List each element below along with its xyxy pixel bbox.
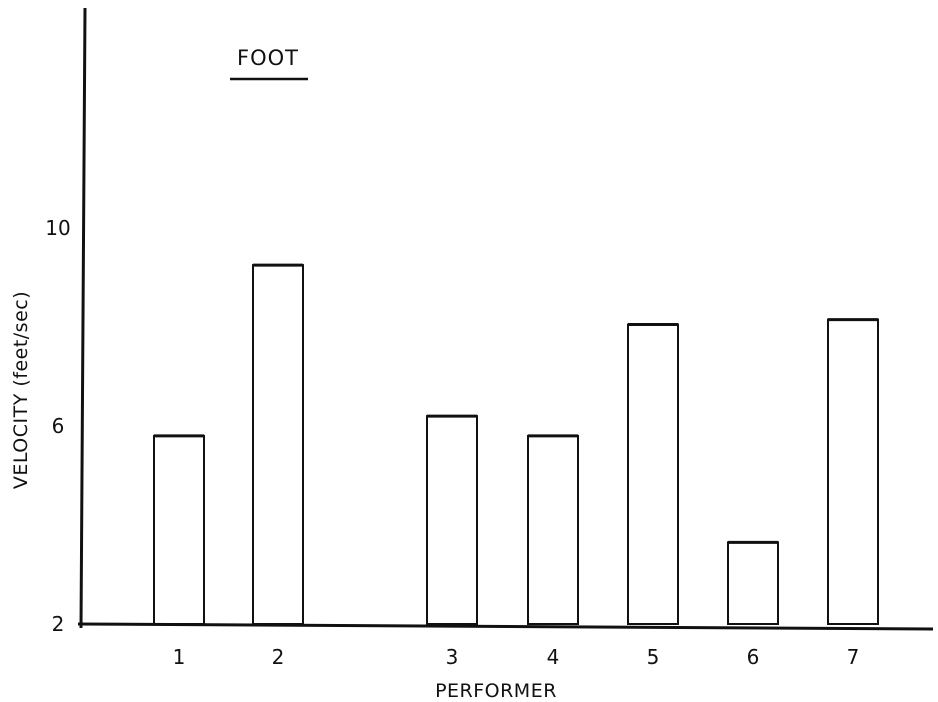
bar-performer-2 — [252, 264, 304, 625]
bar-performer-7 — [827, 318, 879, 625]
chart-title: FOOT — [237, 46, 299, 70]
bar-performer-5 — [627, 323, 679, 625]
x-tick-label: 5 — [647, 645, 660, 669]
x-tick-label: 7 — [847, 645, 860, 669]
x-tick-labels: 1 2 3 4 5 6 7 — [173, 645, 860, 669]
bars-group — [153, 263, 879, 626]
y-axis-title: VELOCITY (feet/sec) — [10, 291, 32, 489]
y-tick-label: 10 — [45, 216, 70, 240]
bar-performer-3 — [426, 415, 478, 625]
y-tick-labels: 2 6 10 — [45, 216, 70, 636]
x-axis-line — [77, 622, 934, 631]
x-tick-label: 1 — [173, 645, 186, 669]
x-tick-label: 3 — [446, 645, 459, 669]
x-tick-label: 2 — [272, 645, 285, 669]
x-tick-label: 6 — [747, 645, 760, 669]
y-tick-label: 6 — [52, 414, 65, 438]
bar-performer-4 — [527, 434, 579, 625]
bar-performer-1 — [153, 434, 205, 625]
y-tick-label: 2 — [52, 612, 65, 636]
x-axis-title: PERFORMER — [435, 680, 557, 702]
bar-performer-6 — [727, 541, 779, 626]
x-tick-label: 4 — [547, 645, 560, 669]
y-axis-line — [79, 7, 87, 629]
